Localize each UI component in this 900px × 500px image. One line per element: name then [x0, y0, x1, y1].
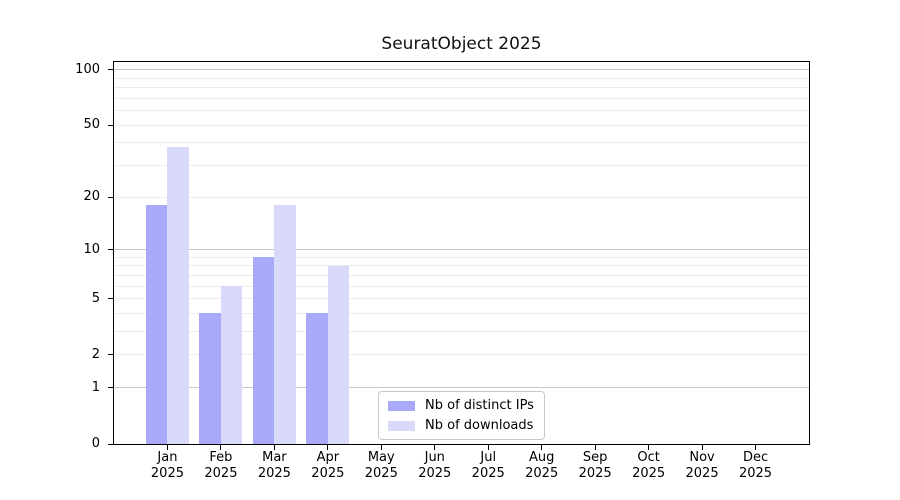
legend-item-distinct-ips: Nb of distinct IPs: [388, 397, 534, 414]
x-tick-label-jun: Jun 2025: [418, 450, 452, 481]
gridline-major: [114, 249, 809, 250]
gridline-major: [114, 387, 809, 389]
gridline-minor: [114, 285, 809, 287]
x-tick-mark: [434, 445, 436, 450]
bar-downloads-apr: [327, 265, 350, 444]
x-tick-mark: [327, 445, 329, 450]
bar-distinct-ips-jan: [145, 205, 168, 444]
y-tick-label: 0: [91, 436, 100, 451]
x-tick-mark: [220, 445, 222, 450]
gridline-minor: [114, 164, 809, 166]
y-tick-label: 100: [75, 61, 100, 77]
gridline-minor: [114, 265, 809, 267]
bar-distinct-ips-mar: [252, 257, 275, 444]
x-tick-mark: [487, 445, 489, 450]
y-tick-mark: [108, 443, 113, 445]
x-tick-label-nov: Nov 2025: [685, 450, 719, 481]
bar-distinct-ips-feb: [199, 313, 221, 444]
x-tick-mark: [541, 445, 543, 450]
gridline-minor: [114, 256, 809, 258]
x-tick-mark: [701, 445, 703, 450]
legend-item-downloads: Nb of downloads: [388, 417, 534, 434]
y-tick-mark: [108, 387, 113, 389]
chart-title: SeuratObject 2025: [381, 34, 542, 54]
gridline-minor: [114, 142, 809, 144]
bar-downloads-mar: [274, 205, 296, 444]
legend-swatch-distinct-ips: [388, 400, 415, 411]
bar-distinct-ips-apr: [306, 313, 328, 444]
gridline-minor: [114, 298, 809, 300]
gridline-minor: [114, 110, 809, 112]
y-tick-mark: [108, 124, 113, 126]
x-tick-label-jan: Jan 2025: [150, 450, 184, 481]
y-tick-mark: [108, 354, 113, 356]
legend-label-distinct-ips: Nb of distinct IPs: [425, 398, 534, 413]
x-tick-label-sep: Sep 2025: [578, 450, 612, 481]
gridline-minor: [114, 97, 809, 99]
x-tick-mark: [273, 445, 275, 450]
x-tick-mark: [755, 445, 757, 450]
gridline-minor: [114, 87, 809, 89]
x-tick-label-may: May 2025: [364, 450, 398, 481]
y-tick-label: 20: [83, 189, 100, 205]
x-tick-label-apr: Apr 2025: [311, 450, 345, 481]
y-tick-label: 50: [83, 117, 100, 133]
y-tick-mark: [108, 298, 113, 300]
x-tick-mark: [648, 445, 650, 450]
y-tick-mark: [108, 249, 113, 250]
gridline-minor: [114, 354, 809, 356]
x-tick-label-mar: Mar 2025: [257, 450, 291, 481]
bar-downloads-jan: [167, 146, 189, 444]
x-tick-label-feb: Feb 2025: [204, 450, 238, 481]
x-tick-mark: [166, 445, 168, 450]
x-tick-mark: [380, 445, 382, 450]
y-tick-mark: [108, 69, 113, 71]
x-tick-label-aug: Aug 2025: [525, 450, 559, 481]
gridline-minor: [114, 196, 809, 198]
y-tick-label: 1: [91, 379, 100, 395]
gridline-minor: [114, 124, 809, 126]
gridline-minor: [114, 331, 809, 333]
x-tick-label-oct: Oct 2025: [632, 450, 666, 481]
gridline-minor: [114, 312, 809, 314]
x-tick-label-dec: Dec 2025: [738, 450, 773, 481]
y-tick-mark: [108, 196, 113, 198]
legend-swatch-downloads: [388, 420, 415, 431]
y-tick-label: 2: [91, 346, 100, 362]
bar-downloads-feb: [220, 286, 243, 444]
y-tick-label: 10: [83, 241, 100, 257]
legend-label-downloads: Nb of downloads: [425, 418, 534, 433]
y-tick-label: 5: [91, 290, 100, 306]
gridline-major: [114, 69, 809, 71]
plot-area: [113, 61, 810, 445]
gridline-minor: [114, 274, 809, 276]
gridline-minor: [114, 77, 809, 79]
x-tick-mark: [594, 445, 596, 450]
legend: Nb of distinct IPs Nb of downloads: [378, 391, 545, 440]
x-tick-label-jul: Jul 2025: [471, 450, 505, 481]
